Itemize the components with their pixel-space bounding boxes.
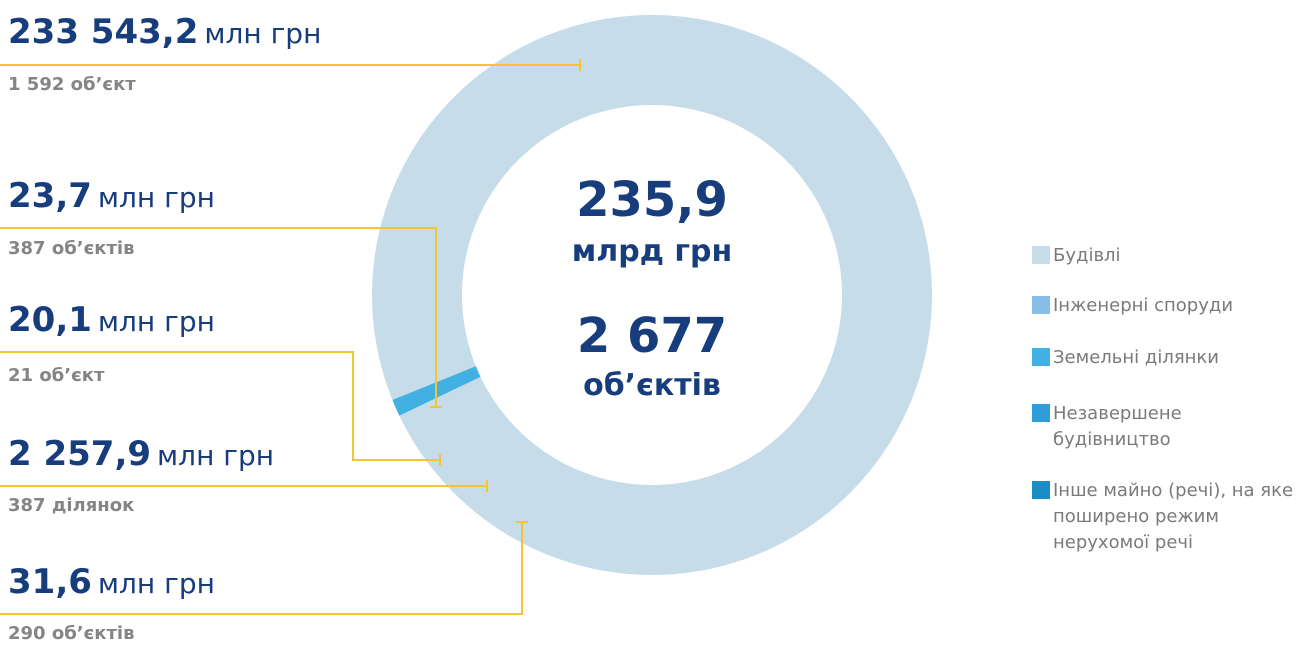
value: 31,6 <box>8 562 92 602</box>
value-label: 23,7 млн грн <box>8 176 215 216</box>
leader-line <box>0 480 488 492</box>
legend-item: Незавершене будівництво <box>1032 401 1300 453</box>
value-label: 233 543,2 млн грн <box>8 12 321 52</box>
leader-line <box>0 227 442 408</box>
legend-label: Незавершене будівництво <box>1053 403 1182 450</box>
center-total: 235,9 <box>576 172 728 228</box>
count: 1 592 об’єкт <box>8 74 136 95</box>
count: 290 об’єктів <box>8 623 135 644</box>
legend-swatch <box>1032 296 1050 314</box>
legend-label: Інше майно (речі), на яке поширено режим… <box>1053 480 1294 553</box>
leaders <box>0 59 581 615</box>
value: 2 257,9 <box>8 434 152 474</box>
legend-swatch <box>1032 481 1050 499</box>
legend-swatch <box>1032 348 1050 366</box>
value: 23,7 <box>8 176 92 216</box>
value-label: 2 257,9 млн грн <box>8 434 274 474</box>
legend-label: Будівлі <box>1053 245 1121 266</box>
center-count-unit: об’єктів <box>583 368 721 403</box>
donut-segment <box>372 15 933 576</box>
legend-item: Земельні ділянки <box>1032 345 1300 371</box>
count: 387 ділянок <box>8 495 135 516</box>
unit: млн грн <box>97 181 215 214</box>
value: 233 543,2 <box>8 12 199 52</box>
legend-item: Інженерні споруди <box>1032 293 1300 319</box>
donut-segment <box>399 376 481 416</box>
value-label: 20,1 млн грн <box>8 300 215 340</box>
leader-line <box>0 521 528 615</box>
value: 20,1 <box>8 300 92 340</box>
center-total-unit: млрд грн <box>571 234 733 269</box>
legend-item: Будівлі <box>1032 243 1300 269</box>
donut <box>372 15 933 576</box>
legend-swatch <box>1032 404 1050 422</box>
value-label: 31,6 млн грн <box>8 562 215 602</box>
donut-segment <box>392 366 476 401</box>
count: 387 об’єктів <box>8 238 135 259</box>
center-count: 2 677 <box>576 308 728 364</box>
legend-item: Інше майно (речі), на яке поширено режим… <box>1032 478 1300 556</box>
unit: млн грн <box>97 305 215 338</box>
legend-swatch <box>1032 246 1050 264</box>
unit: млн грн <box>157 439 275 472</box>
unit: млн грн <box>204 17 322 50</box>
legend-label: Земельні ділянки <box>1053 347 1219 368</box>
count: 21 об’єкт <box>8 365 105 386</box>
unit: млн грн <box>97 567 215 600</box>
legend-label: Інженерні споруди <box>1053 295 1234 316</box>
leader-line <box>0 59 581 71</box>
donut-segment <box>392 366 476 401</box>
leader-line <box>0 351 441 466</box>
